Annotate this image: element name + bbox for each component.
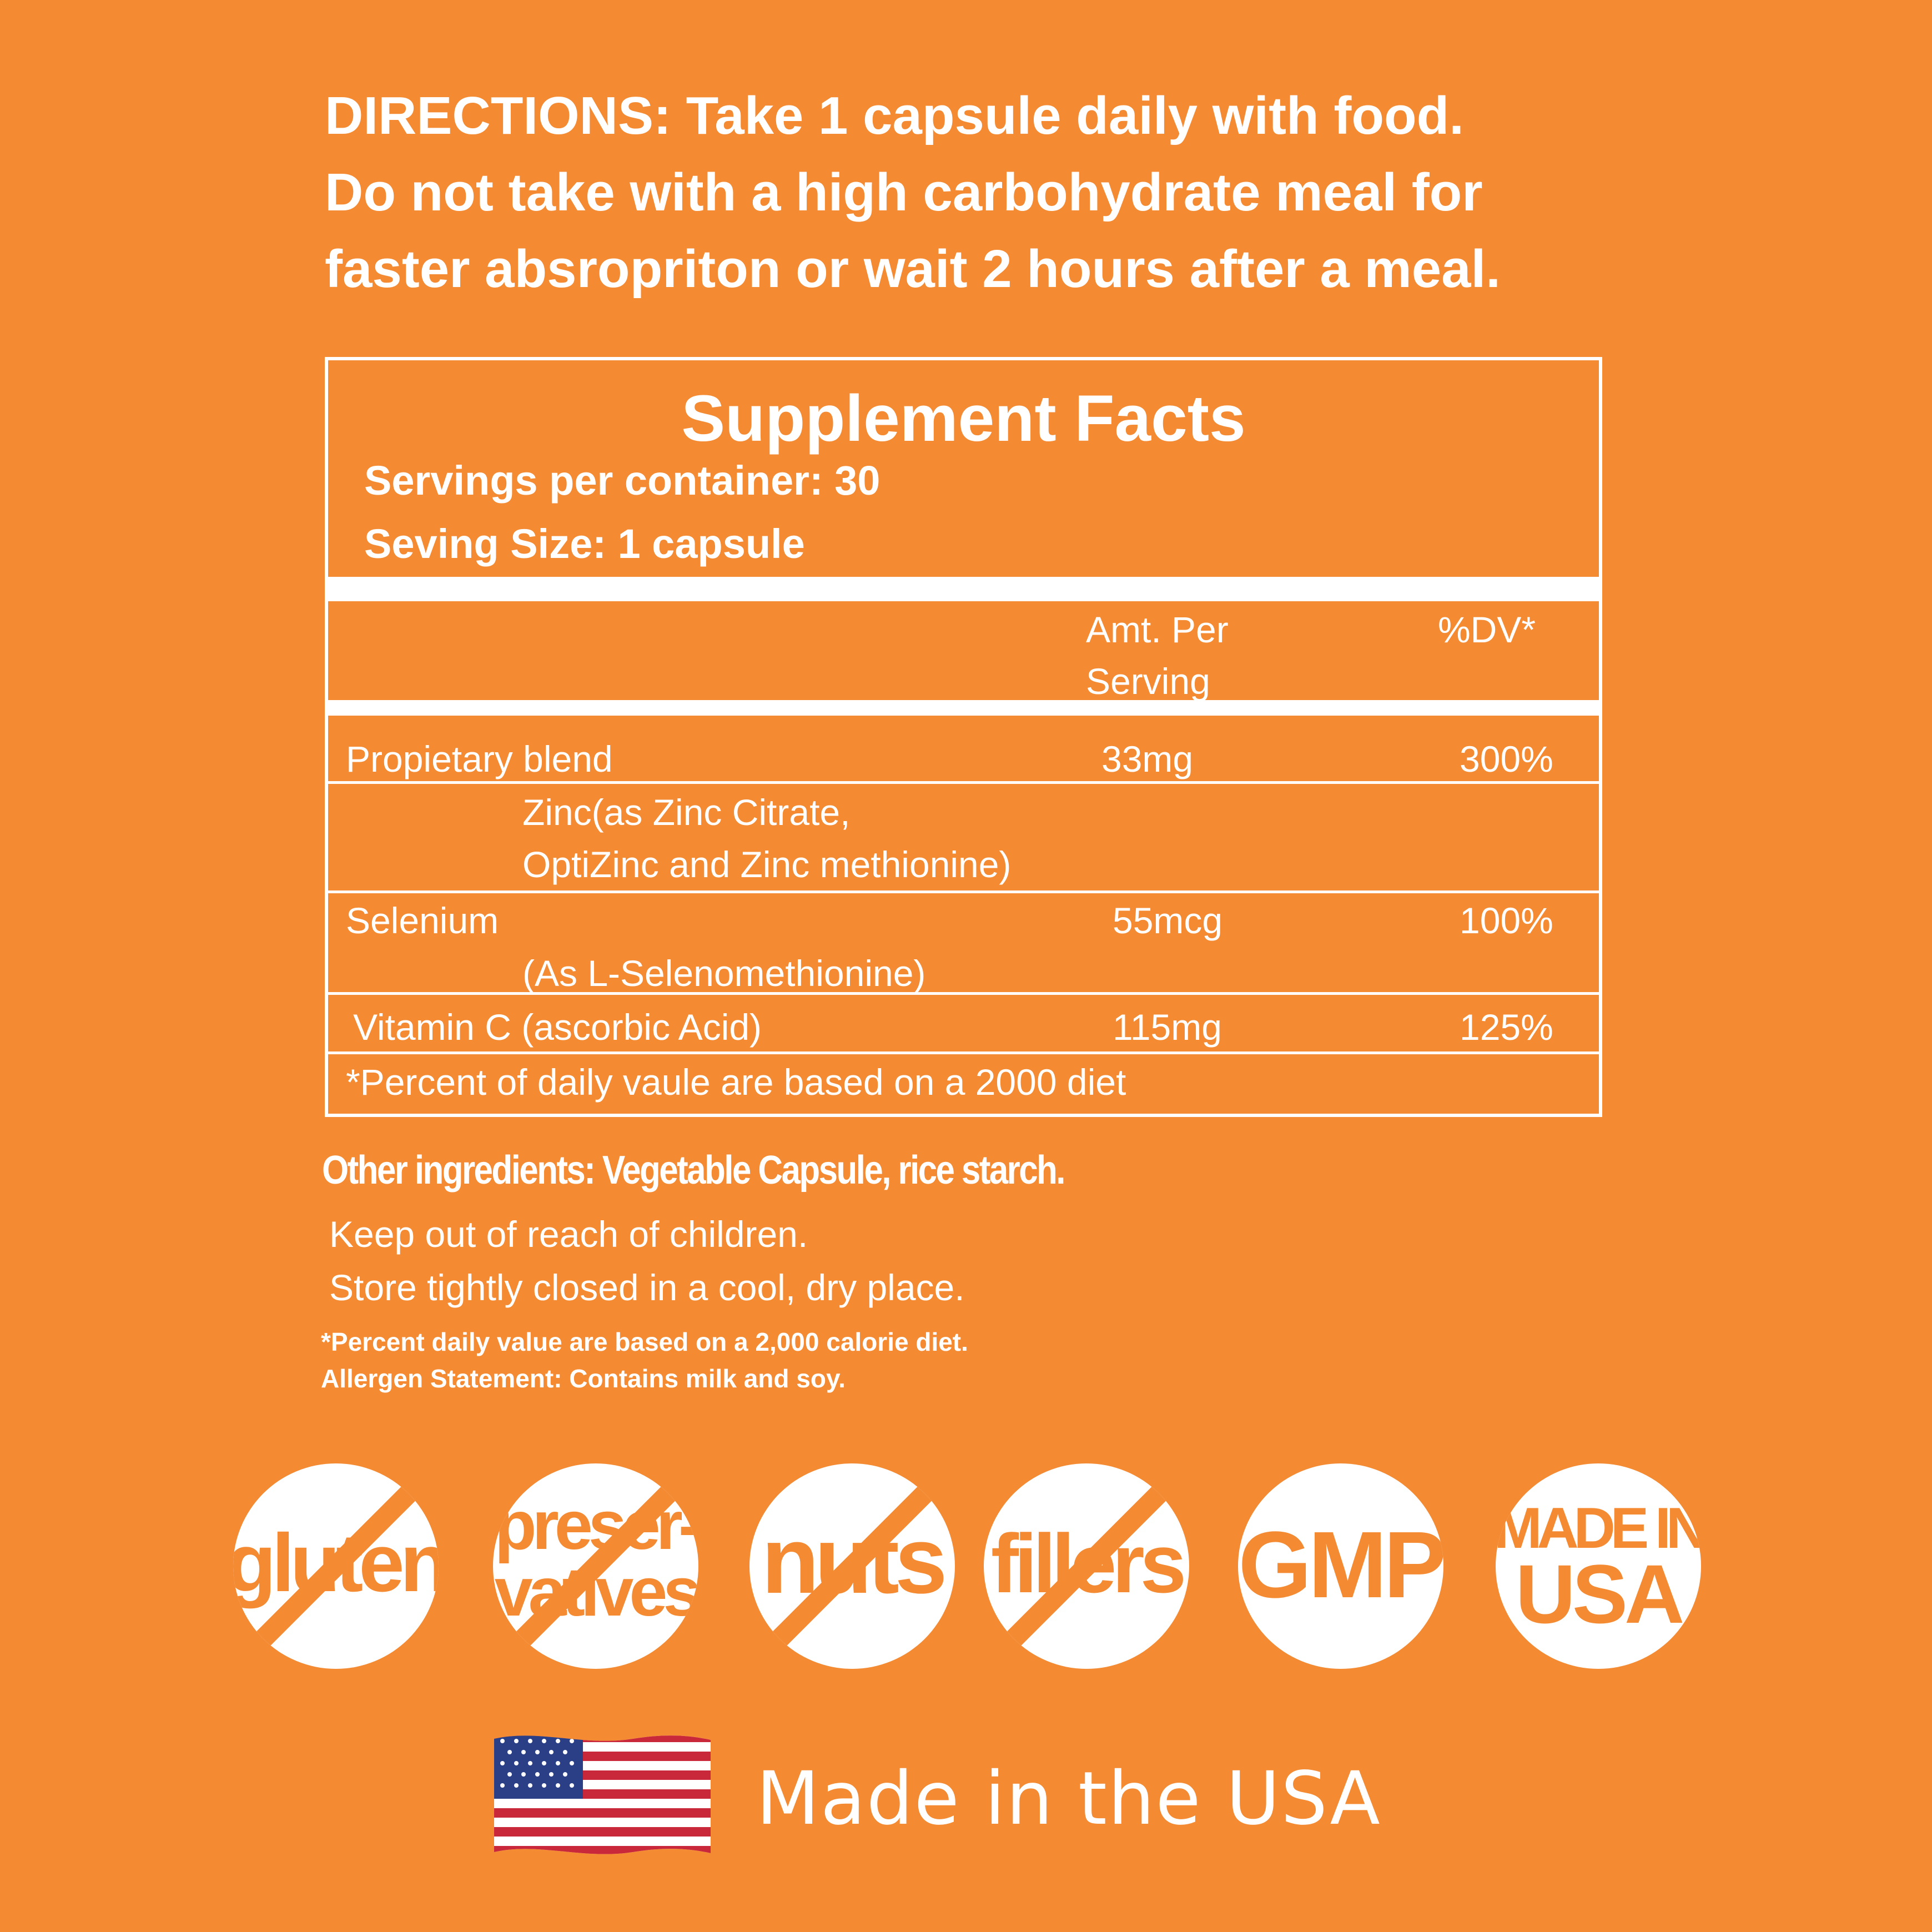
section-divider-thick-2: [328, 700, 1599, 716]
serving-size: Seving Size: 1 capsule: [364, 521, 805, 567]
nutrient-source-selenium: (As L-Selenomethionine): [522, 953, 926, 994]
nutrient-amount-vitamin-c: 115mg: [1113, 1007, 1222, 1048]
column-header-amount-2: Serving: [1086, 661, 1210, 702]
allergen-statement: Allergen Statement: Contains milk and so…: [321, 1364, 846, 1393]
column-header-dv: %DV*: [1438, 609, 1536, 650]
other-ingredients: Other ingredients: Vegetable Capsule, ri…: [322, 1148, 1066, 1193]
daily-value-note: *Percent daily value are based on a 2,00…: [321, 1327, 968, 1356]
servings-per-container: Servings per container: 30: [364, 457, 881, 504]
nutrient-name-selenium: Selenium: [346, 900, 499, 941]
storage-note: Store tightly closed in a cool, dry plac…: [329, 1267, 965, 1308]
nutrient-dv-selenium: 100%: [1460, 900, 1553, 941]
nutrient-dv-vitamin-c: 125%: [1460, 1007, 1553, 1048]
directions: DIRECTIONS: Take 1 capsule daily with fo…: [325, 78, 1657, 308]
directions-line-1: DIRECTIONS: Take 1 capsule daily with fo…: [325, 86, 1464, 145]
made-in-usa-badge: MADE IN USA: [1496, 1463, 1701, 1669]
facts-footnote: *Percent of daily vaule are based on a 2…: [346, 1061, 1126, 1103]
us-flag-icon: [494, 1735, 711, 1854]
nutrient-dv-proprietary-blend: 300%: [1460, 738, 1553, 779]
badge-label: GMP: [1238, 1512, 1443, 1618]
nutrient-name-vitamin-c: Vitamin C (ascorbic Acid): [353, 1007, 762, 1048]
no-fillers-badge: fillers: [984, 1463, 1189, 1669]
row-divider: [328, 992, 1599, 995]
nutrient-amount-selenium: 55mcg: [1113, 900, 1223, 941]
badge-label: MADE IN: [1496, 1496, 1701, 1561]
directions-line-3: faster absropriton or wait 2 hours after…: [325, 239, 1501, 299]
nutrient-name-proprietary-blend: Propietary blend: [346, 738, 613, 779]
row-divider: [328, 890, 1599, 893]
nutrient-amount-proprietary-blend: 33mg: [1101, 738, 1194, 779]
row-divider: [328, 781, 1599, 784]
no-preservatives-badge: preser- vatives: [493, 1463, 698, 1669]
made-in-the-usa-text: Made in the USA: [756, 1756, 1381, 1842]
gmp-badge: GMP: [1238, 1463, 1443, 1669]
nutrient-name-zinc-continued: OptiZinc and Zinc methionine): [522, 844, 1012, 885]
directions-line-2: Do not take with a high carbohydrate mea…: [325, 163, 1483, 222]
keep-out-of-reach-note: Keep out of reach of children.: [329, 1214, 808, 1255]
no-nuts-badge: nuts: [749, 1463, 955, 1669]
row-divider: [328, 1051, 1599, 1054]
supplement-facts-box: Supplement Facts Servings per container:…: [325, 357, 1602, 1117]
nutrient-name-zinc: Zinc(as Zinc Citrate,: [522, 792, 851, 833]
badge-label-line-2: USA: [1515, 1547, 1685, 1641]
section-divider-thick: [328, 577, 1599, 601]
supplement-facts-title: Supplement Facts: [681, 382, 1246, 455]
no-gluten-badge: gluten: [233, 1463, 439, 1669]
column-header-amount-1: Amt. Per: [1086, 609, 1229, 650]
